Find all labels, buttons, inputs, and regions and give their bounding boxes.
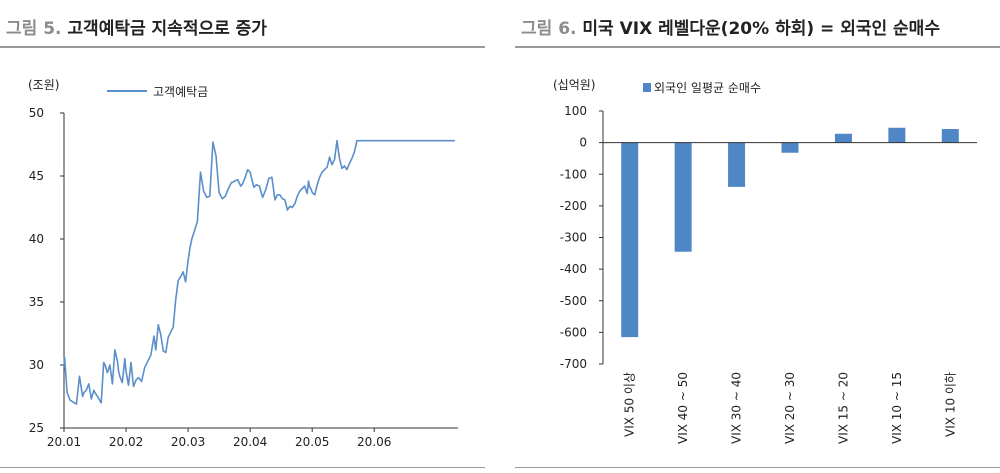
y-tick-label: 25	[29, 421, 44, 435]
y-tick-label: 50	[29, 106, 44, 120]
panel-vix-foreign-netbuy: 그림 6. 미국 VIX 레벨다운(20% 하회) = 외국인 순매수 (십억원…	[515, 0, 1000, 473]
bar	[674, 142, 692, 252]
y-tick-label: -500	[560, 294, 587, 308]
bar	[781, 142, 799, 153]
x-tick-label: 20.01	[47, 435, 81, 449]
bottom-divider-left	[0, 467, 485, 468]
figure-number-right: 그림 6.	[521, 19, 577, 39]
bar-chart-vix-netbuy: (십억원) 외국인 일평균 순매수 100 0 -100 -200 -300 -400 -500…	[553, 78, 977, 444]
y-unit-label: (조원)	[28, 78, 59, 92]
y-tick-label: 45	[29, 169, 44, 183]
y-tick-label: -200	[560, 199, 587, 213]
bar	[728, 142, 746, 187]
bar	[941, 129, 959, 143]
y-tick-label: -400	[560, 262, 587, 276]
legend-label: 외국인 일평균 순매수	[654, 81, 761, 95]
x-tick-label: 20.06	[357, 435, 391, 449]
x-category-label: VIX 30 ~ 40	[730, 372, 744, 444]
figure-number-left: 그림 5.	[6, 19, 62, 39]
y-tick-label: 40	[29, 232, 44, 246]
x-tick-label: 20.03	[171, 435, 205, 449]
y-tick-label: 100	[564, 104, 587, 118]
y-tick-label: 0	[579, 136, 587, 150]
figure-title-left: 그림 5. 고객예탁금 지속적으로 증가	[6, 14, 267, 39]
y-tick-label: -100	[560, 167, 587, 181]
y-tick-label: 35	[29, 295, 44, 309]
y-tick-label: 30	[29, 358, 44, 372]
legend-swatch	[643, 83, 651, 92]
y-tick-label: -700	[560, 357, 587, 371]
bar	[834, 133, 852, 143]
x-category-label: VIX 20 ~ 30	[783, 372, 797, 444]
panel-customer-deposits: 그림 5. 고객예탁금 지속적으로 증가 (조원) 50 45 40 35 30 25 20.…	[0, 0, 485, 473]
x-category-label: VIX 10 이하	[943, 372, 957, 437]
x-tick-label: 20.04	[233, 435, 267, 449]
title-divider-right	[515, 46, 1000, 48]
figure-title-text-right: 미국 VIX 레벨다운(20% 하회) = 외국인 순매수	[582, 19, 940, 39]
figure-title-text-left: 고객예탁금 지속적으로 증가	[67, 19, 267, 39]
bar	[888, 127, 906, 143]
x-category-label: VIX 10 ~ 15	[890, 372, 904, 444]
figure-title-right: 그림 6. 미국 VIX 레벨다운(20% 하회) = 외국인 순매수	[521, 14, 940, 39]
bar	[621, 142, 639, 338]
y-unit-label: (십억원)	[553, 78, 595, 92]
y-tick-label: -300	[560, 231, 587, 245]
y-tick-label: -600	[560, 325, 587, 339]
title-divider-left	[0, 46, 485, 48]
x-tick-label: 20.02	[109, 435, 143, 449]
legend-label: 고객예탁금	[153, 85, 208, 99]
x-category-label: VIX 15 ~ 20	[836, 372, 850, 444]
x-tick-label: 20.05	[295, 435, 329, 449]
x-category-label: VIX 50 이상	[623, 372, 637, 437]
bottom-divider-right	[515, 467, 1000, 468]
x-category-label: VIX 40 ~ 50	[676, 372, 690, 444]
series-line-customer-deposits	[63, 139, 455, 405]
